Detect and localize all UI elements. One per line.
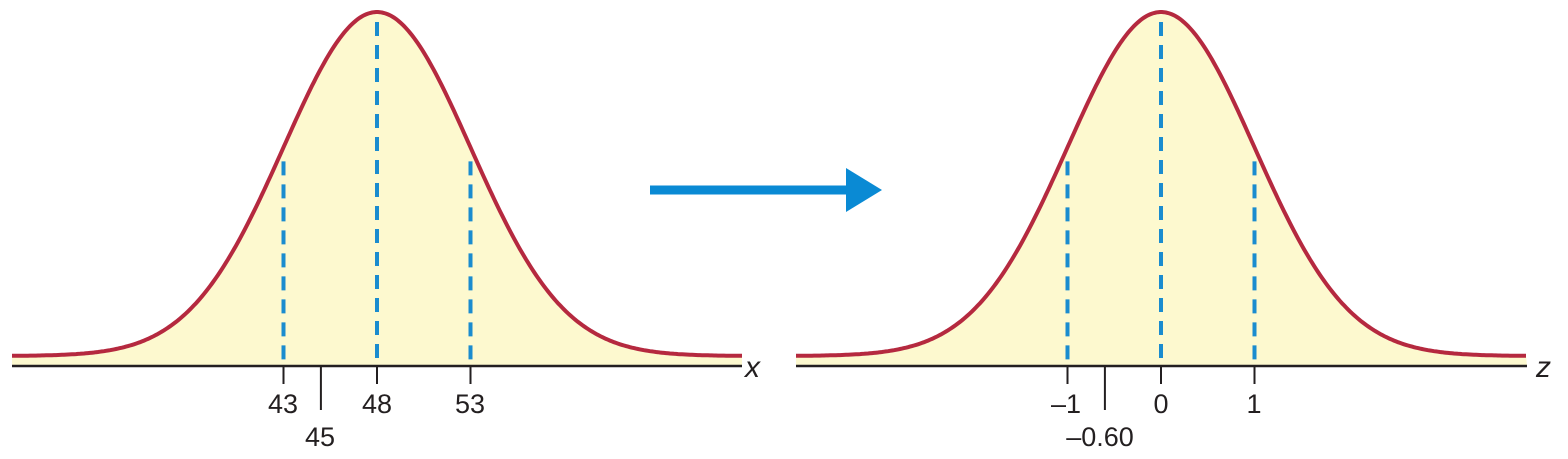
left-tick-label-43: 43 [268,389,298,419]
left-axis-ticks [282,366,472,410]
arrow-head [846,168,882,212]
right-axis-variable-label: z [1535,351,1551,384]
left-normal-curve [12,10,742,358]
right-tick-label-0: 0 [1153,389,1168,419]
right-axis-ticks [1066,366,1256,410]
right-tick-label-1: 1 [1246,389,1261,419]
left-marked-value-label: 45 [305,422,335,452]
right-panel-z-distribution: –1 0 1 –0.60 z [796,10,1551,452]
right-normal-curve [796,10,1526,358]
left-dashed-lines [281,22,473,366]
right-dashed-lines [1065,22,1257,366]
left-panel-x-distribution: 43 48 53 45 x [12,10,761,452]
right-tick-label-minus-1: –1 [1051,389,1081,419]
left-tick-label-53: 53 [455,389,485,419]
left-tick-label-48: 48 [362,389,392,419]
transform-arrow [650,168,882,212]
left-axis-variable-label: x [743,351,761,384]
right-marked-value-label: –0.60 [1066,422,1134,452]
